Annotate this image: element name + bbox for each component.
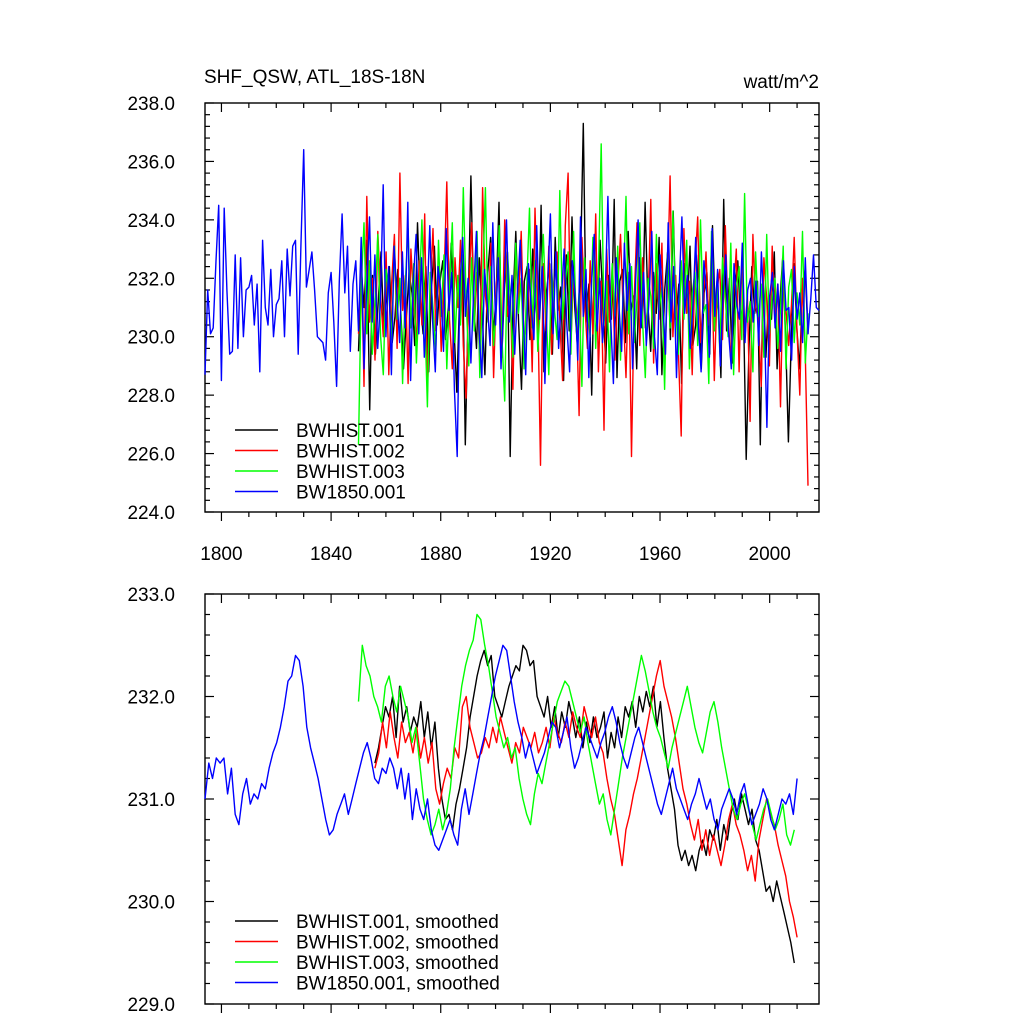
top-chart-units: watt/m^2 xyxy=(743,72,819,93)
top-ytick-label: 230.0 xyxy=(127,328,175,349)
bottom-ytick-label: 231.0 xyxy=(127,790,175,811)
top-xtick-label: 1840 xyxy=(310,544,352,565)
bottom-series-bwhist-002-smoothed xyxy=(374,659,798,938)
top-series-bwhist-003 xyxy=(357,143,809,445)
bottom-ytick-label: 229.0 xyxy=(127,995,175,1016)
legend-label: BWHIST.002 xyxy=(296,442,405,463)
top-ytick-label: 238.0 xyxy=(127,94,175,115)
legend-label: BWHIST.002, smoothed xyxy=(296,933,499,954)
bottom-chart: 229.0 230.0 231.0 232.0 233.0 BWHIST.001, smo… xyxy=(127,585,820,1016)
top-plot-frame xyxy=(204,102,820,513)
top-ytick-label: 224.0 xyxy=(127,503,175,524)
top-xtick-label: 1800 xyxy=(200,544,242,565)
legend-label: BWHIST.003 xyxy=(296,462,405,483)
top-series-bw1850-001 xyxy=(204,148,820,458)
bottom-ytick-label: 233.0 xyxy=(127,585,175,606)
bottom-ytick-label: 232.0 xyxy=(127,688,175,709)
top-xtick-label: 2000 xyxy=(749,544,791,565)
top-ytick-label: 234.0 xyxy=(127,211,175,232)
legend-label: BWHIST.001, smoothed xyxy=(296,912,499,933)
bottom-series-bw1850-001-smoothed xyxy=(204,644,798,851)
top-chart-title: SHF_QSW, ATL_18S-18N xyxy=(204,67,425,88)
top-xtick-label: 1960 xyxy=(639,544,681,565)
top-ytick-label: 232.0 xyxy=(127,269,175,290)
top-chart: 224.0 226.0 228.0 230.0 232.0 234.0 236.0 238.0… xyxy=(127,94,820,565)
top-ytick-label: 228.0 xyxy=(127,386,175,407)
bottom-ytick-label: 230.0 xyxy=(127,893,175,914)
top-ytick-label: 226.0 xyxy=(127,445,175,466)
legend-label: BWHIST.003, smoothed xyxy=(296,953,499,974)
legend-label: BWHIST.001 xyxy=(296,421,405,442)
top-ytick-label: 236.0 xyxy=(127,152,175,173)
top-xtick-label: 1920 xyxy=(529,544,571,565)
legend-label: BW1850.001 xyxy=(296,483,406,504)
bottom-series-bwhist-003-smoothed xyxy=(357,613,795,846)
legend-label: BW1850.001, smoothed xyxy=(296,974,500,995)
top-xtick-label: 1880 xyxy=(420,544,462,565)
